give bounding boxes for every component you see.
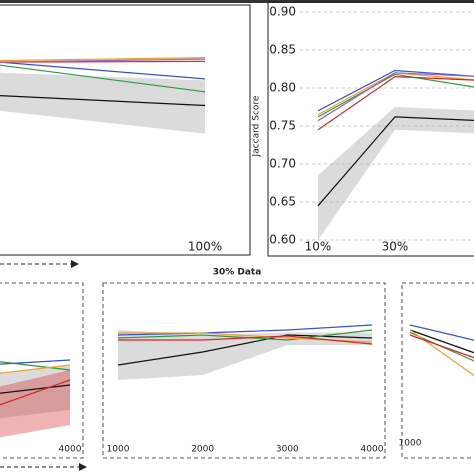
series-line — [317, 73, 474, 118]
series-line — [0, 57, 206, 62]
series-line — [0, 361, 71, 371]
panel-frame — [0, 4, 251, 256]
panel-frame — [267, 1, 474, 257]
error-band — [318, 107, 474, 240]
y-tick-label: 0.80 — [269, 81, 296, 95]
series-line — [409, 331, 474, 362]
panel-frame — [401, 282, 474, 459]
series-line — [317, 116, 474, 207]
series-line — [0, 379, 71, 406]
panel-frame — [102, 282, 386, 459]
series-line — [0, 364, 71, 374]
top-edge — [0, 0, 474, 3]
series-line — [117, 334, 373, 366]
x-tick-label: 1000 — [399, 439, 422, 449]
series-line — [118, 335, 373, 345]
plot-area — [300, 11, 474, 241]
plot-area — [0, 57, 206, 134]
x-tick-label: 100% — [188, 240, 222, 254]
y-tick-label: 0.75 — [269, 119, 296, 133]
x-tick-label: 4000 — [361, 445, 384, 455]
series-line — [0, 384, 71, 394]
series-line — [0, 64, 206, 93]
x-tick-label: 30% — [382, 240, 409, 254]
error-band — [0, 72, 205, 134]
series-line — [0, 61, 206, 80]
series-line — [409, 324, 474, 341]
y-tick-label: 0.85 — [269, 43, 296, 57]
plot-area — [117, 324, 373, 380]
series-line — [409, 334, 474, 359]
y-tick-label: 0.65 — [269, 195, 296, 209]
plot-area — [409, 324, 474, 377]
plot-area — [0, 359, 71, 438]
series-line — [317, 72, 474, 122]
series-line — [409, 329, 474, 354]
x-tick-label: 3000 — [276, 445, 299, 455]
x-tick-label: 4000 — [59, 445, 82, 455]
error-band — [118, 330, 372, 380]
x-tick-label: 1000 — [107, 445, 130, 455]
series-line — [317, 75, 474, 131]
series-line — [0, 95, 206, 107]
y-tick-label: 0.60 — [269, 233, 296, 247]
series-line — [317, 69, 474, 112]
series-line — [117, 324, 373, 336]
series-line — [0, 58, 206, 63]
y-tick-label: 0.70 — [269, 157, 296, 171]
error-band — [0, 365, 70, 419]
panel-frame — [0, 282, 84, 459]
y-axis-label: Jaccard Score — [252, 95, 262, 157]
panel-title: 30% Data — [213, 268, 262, 278]
y-tick-label: 0.90 — [269, 5, 296, 19]
x-tick-label: 10% — [305, 240, 332, 254]
x-tick-label: 2000 — [191, 445, 214, 455]
series-line — [0, 359, 71, 365]
